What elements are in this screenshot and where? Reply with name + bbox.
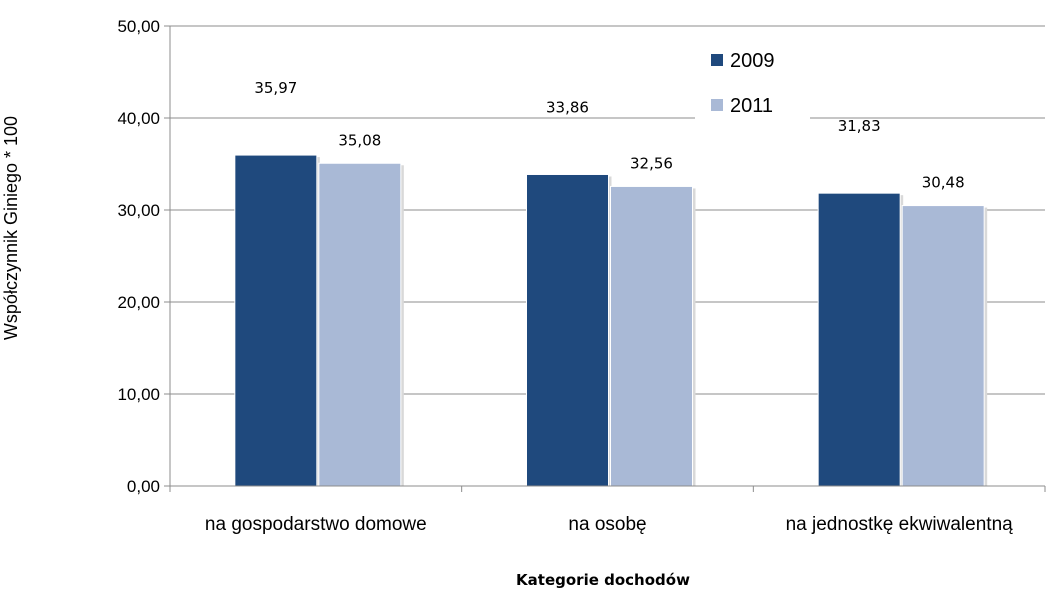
legend-swatch-2009: [711, 54, 723, 66]
x-tick-label: na osobę: [568, 514, 646, 535]
x-tick-label: na jednostkę ekwiwalentną: [786, 514, 1014, 535]
data-label-2011: 30,48: [922, 174, 965, 192]
bar-2009: [817, 192, 901, 487]
y-tick-label: 10,00: [117, 385, 160, 404]
y-tick-label: 20,00: [117, 293, 160, 312]
bar-2009: [526, 173, 609, 487]
y-tick-label: 50,00: [117, 17, 160, 36]
legend-label-2011: 2011: [730, 95, 773, 117]
data-label-2009: 35,97: [254, 79, 297, 97]
legend-swatch-2011: [711, 99, 723, 111]
legend-label-2009: 2009: [730, 50, 775, 72]
data-label-2011: 35,08: [338, 131, 381, 149]
bar-2009: [234, 154, 318, 487]
data-label-2011: 32,56: [630, 154, 673, 172]
y-tick-label: 30,00: [117, 201, 160, 220]
y-axis-title: Współczynnik Giniego * 100: [1, 116, 21, 340]
y-axis-ticks: 0,00 10,00 20,00 30,00 40,00 50,00: [117, 17, 170, 496]
data-labels: 35,97 35,08 33,86 32,56 31,83 30,48: [254, 79, 964, 192]
bar-2011: [610, 185, 693, 487]
data-label-2009: 33,86: [546, 98, 589, 116]
x-axis: na gospodarstwo domowe na osobę na jednost…: [169, 26, 1046, 535]
legend: 2009 2011: [695, 40, 810, 122]
data-label-2009: 31,83: [838, 117, 881, 135]
bar-2011: [901, 205, 985, 487]
bars: [234, 154, 988, 487]
x-axis-title: Kategorie dochodów: [516, 571, 690, 589]
bar-2011: [318, 162, 402, 487]
x-tick-label: na gospodarstwo domowe: [205, 514, 427, 535]
y-tick-label: 40,00: [117, 109, 160, 128]
y-tick-label: 0,00: [127, 477, 160, 496]
